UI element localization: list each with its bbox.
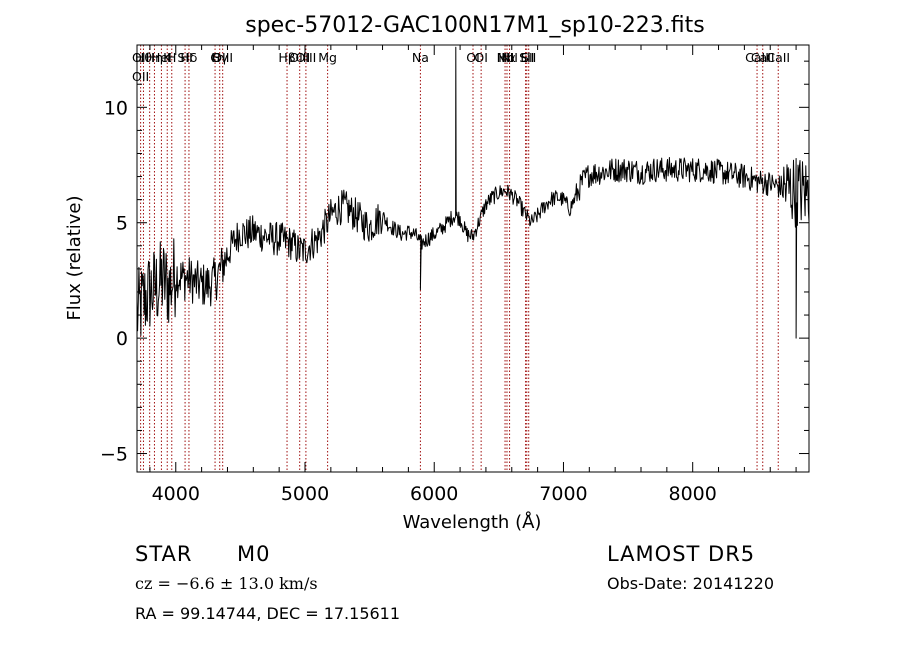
plot-frame (136, 44, 810, 473)
line-marker-label: G (210, 50, 220, 65)
y-tick-label: −5 (100, 444, 128, 466)
line-marker-label: SII (177, 50, 192, 65)
x-tick-label: 7000 (539, 483, 587, 505)
line-marker-label: OII (132, 50, 149, 65)
y-axis-label: Flux (relative) (64, 195, 85, 320)
axis-ticks: 4000 5000 6000 7000 8000 −5 0 5 10 (100, 45, 809, 505)
spectrum-line (136, 46, 810, 339)
line-marker-label: CaII (766, 50, 790, 65)
chart-title: spec-57012-GAC100N17M1_sp10-223.fits (245, 13, 705, 38)
y-tick-label: 0 (116, 328, 128, 350)
line-marker-label: OI (474, 50, 488, 65)
line-marker-label: H (167, 50, 176, 65)
line-marker-label: Mg (318, 50, 337, 65)
coordinates: RA = 99.14744, DEC = 17.15611 (135, 604, 400, 623)
line-marker-label: Hγ (211, 50, 228, 65)
line-marker-label: Hδ (180, 50, 197, 65)
line-marker-label: CaII (745, 50, 769, 65)
line-marker-label: CaII (751, 50, 775, 65)
line-marker-label: K (163, 50, 172, 65)
obs-date: Obs-Date: 20141220 (607, 574, 774, 593)
y-tick-label: 10 (104, 97, 128, 119)
line-marker-label: Hα (498, 50, 516, 65)
x-tick-label: 6000 (410, 483, 458, 505)
line-markers (140, 45, 779, 472)
line-marker-label: SII (521, 50, 536, 65)
y-tick-label: 5 (116, 213, 128, 235)
object-class: STAR (135, 542, 192, 566)
line-marker-label: Na (412, 50, 429, 65)
x-axis-label: Wavelength (Å) (403, 511, 542, 533)
line-marker-label: NII (497, 50, 514, 65)
line-marker-label: Li (520, 50, 530, 65)
line-marker-label: OIII (212, 50, 233, 65)
redshift-text: cz = −6.6 ± 13.0 km/s (135, 574, 318, 593)
line-marker-label: OI (466, 50, 480, 65)
x-tick-label: 5000 (281, 483, 329, 505)
x-tick-label: 8000 (669, 483, 717, 505)
line-marker-label: Hβ (278, 50, 295, 65)
line-marker-label: OII (132, 69, 149, 84)
x-tick-label: 4000 (152, 483, 200, 505)
line-marker-label: NII (501, 50, 518, 65)
line-marker-label: Hη (146, 50, 163, 65)
line-marker-label: HeI (151, 50, 172, 65)
line-marker-label: SII (519, 50, 534, 65)
line-marker-label: OIII (295, 50, 316, 65)
object-subclass: M0 (237, 542, 270, 566)
survey-name: LAMOST DR5 (607, 542, 755, 566)
spectrum-layer (136, 46, 810, 339)
